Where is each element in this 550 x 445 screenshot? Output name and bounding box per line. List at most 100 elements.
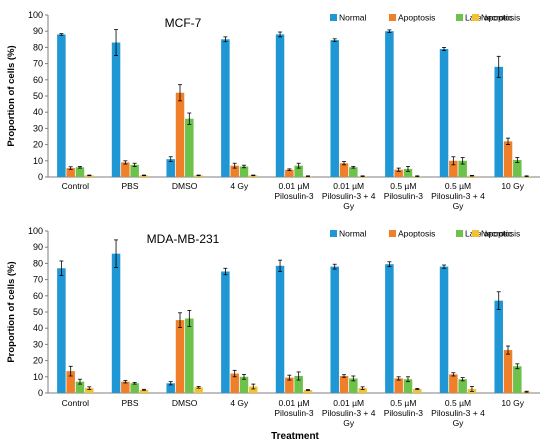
bar-necrotic [85,175,94,177]
bar-necrotic [194,387,203,393]
y-tick-label: 50 [33,307,43,317]
y-tick-label: 0 [38,172,43,182]
mda-mb-231-chart: 0 10 20 30 40 50 60 70 80 90 100 Proportion of cell… [6,226,540,428]
y-tick-label: 10 [33,156,43,166]
category-label: 0.01 µM Pilosulin-3 + 4 Gy [322,181,376,211]
x-axis-title: Treatment [271,431,319,442]
category-label-line: DMSO [172,181,198,191]
bar-normal [439,266,449,393]
category-label: PBS [121,181,138,191]
category-label-line: Pilosulin-3 [274,408,313,418]
category-label-line: PBS [121,181,138,191]
y-tick-label: 40 [33,323,43,333]
category-label: Control [62,398,90,408]
bar-normal [494,300,503,393]
category-label: Control [62,181,90,191]
category-label: DMSO [172,181,198,191]
bar-normal [275,265,285,393]
y-tick-label: 50 [33,91,43,101]
legend-label: Normal [339,229,367,239]
bar-normal [385,264,394,393]
bar-normal [275,34,285,177]
legend-label: Apoptosis [398,13,435,23]
category-label: 0.5 µM Pilosulin-3 [384,181,423,201]
category-label-line: Control [62,181,90,191]
bar-late-apoptosis [75,381,85,393]
category-label-line: Pilosulin-3 + 4 [322,408,376,418]
category-label-line: Pilosulin-3 [384,408,423,418]
legend-swatch [330,230,337,237]
category-label-line: Gy [343,201,355,211]
y-tick-label: 90 [33,26,43,36]
bar-normal [330,40,339,177]
category-label: 0.5 µM Pilosulin-3 [384,398,423,418]
category-label-line: Gy [453,201,465,211]
bar-late-apoptosis [403,168,413,177]
bar-necrotic [139,389,149,393]
legend-swatch [472,14,479,21]
y-tick-label: 70 [33,59,43,69]
y-tick-label: 70 [33,275,43,285]
legend-label: Necrotic [481,13,513,23]
bar-apoptosis [121,381,130,393]
bar-late-apoptosis [349,378,358,393]
bar-apoptosis [503,350,513,393]
bar-late-apoptosis [513,366,522,393]
category-label-line: Control [62,398,90,408]
category-label-line: 0.5 µM [445,398,471,408]
category-label: 4 Gy [230,181,249,191]
category-label-line: 0.01 µM [279,398,310,408]
bar-late-apoptosis [239,166,249,177]
bar-apoptosis [449,160,458,177]
bar-necrotic [85,388,94,393]
y-tick-label: 80 [33,258,43,268]
legend-swatch [389,230,396,237]
category-label-line: DMSO [172,398,198,408]
category-label: 0.5 µM Pilosulin-3 + 4 Gy [431,398,485,428]
bar-late-apoptosis [458,379,467,393]
bar-apoptosis [394,169,403,177]
category-label-line: 0.01 µM [333,398,364,408]
bar-apoptosis [285,169,294,177]
category-label-line: 0.5 µM [445,181,471,191]
bar-apoptosis [339,375,349,393]
category-label: 0.01 µM Pilosulin-3 [274,398,313,418]
bar-apoptosis [66,371,75,393]
category-label: 10 Gy [501,181,524,191]
y-tick-label: 60 [33,291,43,301]
bar-normal [166,159,175,177]
y-tick-label: 80 [33,42,43,52]
legend-swatch [472,230,479,237]
category-label-line: 0.5 µM [390,398,416,408]
bar-late-apoptosis [403,379,413,393]
chart-title: MCF-7 [165,16,202,30]
legend-swatch [330,14,337,21]
bar-normal [111,253,121,393]
bar-apoptosis [394,378,403,393]
y-tick-label: 30 [33,123,43,133]
bar-normal [330,266,339,393]
bar-late-apoptosis [130,383,139,393]
bar-normal [111,42,121,177]
bar-necrotic [413,388,422,393]
category-label-line: 4 Gy [230,398,249,408]
bar-normal [221,39,230,177]
category-label-line: Gy [343,418,355,428]
bar-late-apoptosis [513,159,522,177]
bar-normal [221,271,230,393]
y-axis-title: Proportion of cells (%) [6,45,17,146]
bar-late-apoptosis [185,118,194,177]
bar-apoptosis [503,141,513,177]
legend-swatch [456,230,463,237]
category-label-line: 10 Gy [501,398,524,408]
y-tick-label: 100 [28,10,43,20]
mcf7-chart: 0 10 20 30 40 50 60 70 80 90 100 Proportion of cell… [6,10,540,211]
bar-normal [57,34,66,177]
y-tick-label: 10 [33,372,43,382]
bar-late-apoptosis [349,167,358,177]
bar-late-apoptosis [130,164,139,177]
category-label: DMSO [172,398,198,408]
y-tick-label: 90 [33,242,43,252]
bar-late-apoptosis [185,318,194,393]
category-label: 10 Gy [501,398,524,408]
